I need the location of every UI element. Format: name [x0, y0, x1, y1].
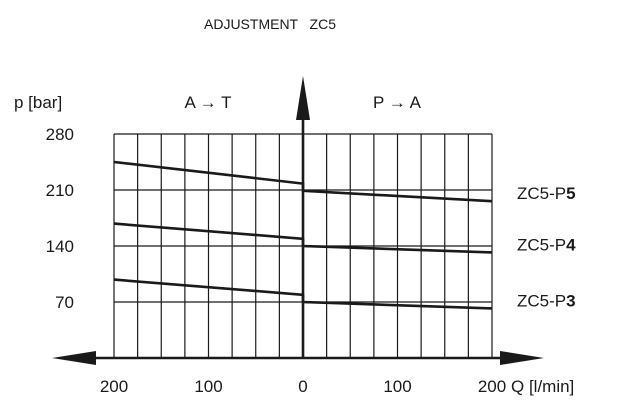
- direction-label-a-to-t: A → T: [185, 93, 232, 112]
- series-label-zc5-p5: ZC5-P5: [517, 184, 576, 203]
- y-tick-label: 70: [55, 293, 74, 312]
- y-axis-label: p [bar]: [14, 93, 62, 112]
- y-tick-label: 140: [46, 237, 74, 256]
- series-label-prefix: ZC5-P: [517, 184, 566, 203]
- series-group: [113, 160, 493, 310]
- x-axis-arrow-right: [500, 351, 544, 365]
- series-line-zc5-p4: [113, 222, 493, 254]
- chart-title: ADJUSTMENT ZC5: [204, 16, 336, 32]
- series-label-suffix: 4: [566, 235, 576, 254]
- y-tick-label: 280: [46, 125, 74, 144]
- series-label-zc5-p4: ZC5-P4: [517, 235, 576, 254]
- direction-label-p-to-a: P → A: [373, 93, 422, 112]
- x-tick-label: 200: [478, 377, 506, 396]
- x-tick-label: 100: [383, 377, 411, 396]
- series-line-zc5-p5: [113, 160, 493, 203]
- y-tick-label: 210: [46, 181, 74, 200]
- x-tick-label: 100: [194, 377, 222, 396]
- x-axis-label: Q [l/min]: [511, 377, 574, 396]
- x-tick-label: 0: [298, 377, 307, 396]
- series-label-prefix: ZC5-P: [517, 291, 566, 310]
- series-line-zc5-p3: [113, 278, 493, 310]
- axes: [52, 76, 544, 365]
- x-tick-label: 200: [100, 377, 128, 396]
- y-axis-arrow-up: [296, 76, 310, 120]
- series-label-prefix: ZC5-P: [517, 235, 566, 254]
- series-label-suffix: 5: [566, 184, 575, 203]
- series-label-suffix: 3: [566, 291, 575, 310]
- series-label-zc5-p3: ZC5-P3: [517, 291, 576, 310]
- tick-labels: 70 140 210 280 200 100 0 100 200: [46, 125, 507, 396]
- x-axis-arrow-left: [52, 351, 96, 365]
